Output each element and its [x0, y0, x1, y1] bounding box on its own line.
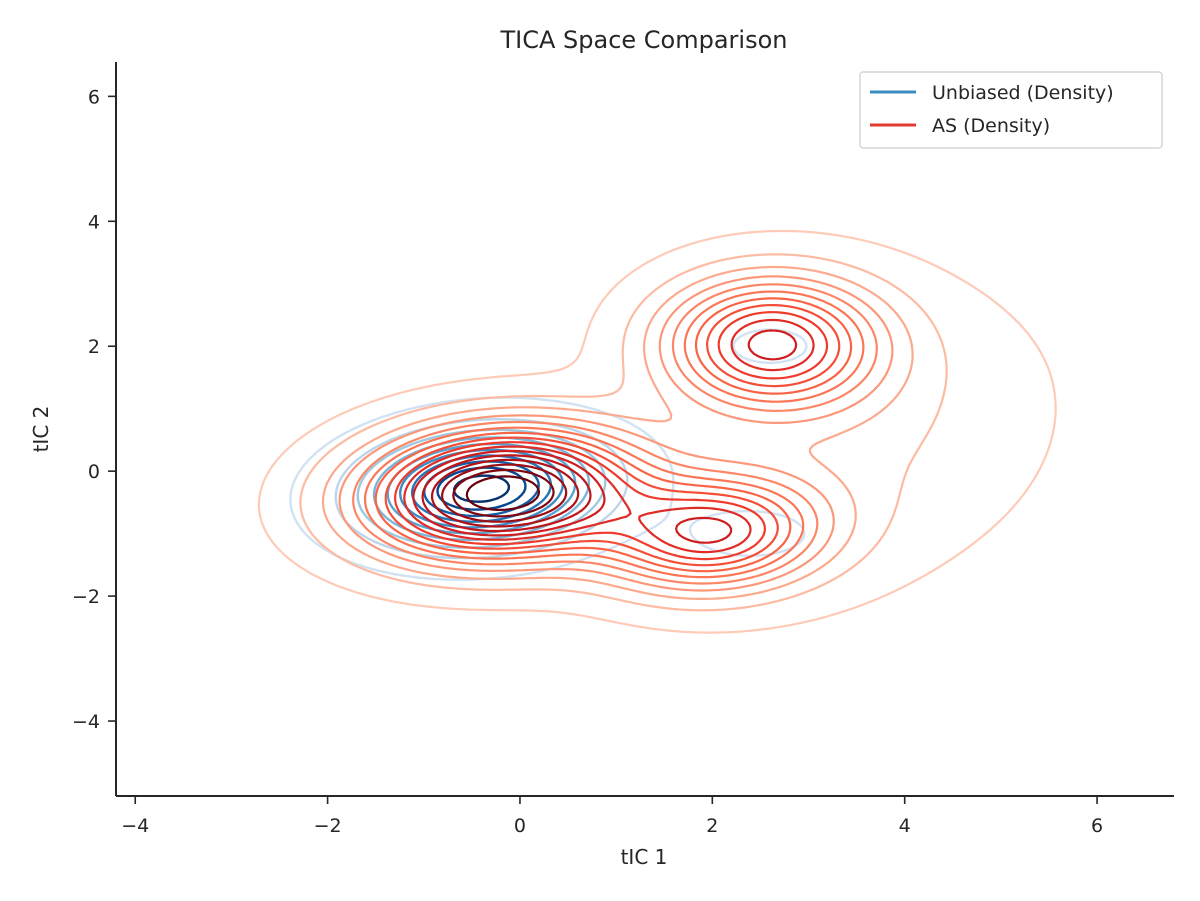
contour-level-line	[384, 304, 841, 567]
y-ticks: −4 −2 0 2 4 6	[72, 86, 116, 733]
contour-level-line	[374, 297, 853, 573]
contour-level-line	[352, 283, 878, 585]
contour-series-as	[257, 229, 1057, 634]
contour-level-line	[394, 311, 829, 561]
contour-level-line	[421, 454, 592, 533]
legend-frame	[859, 71, 1163, 149]
x-tick-label: −4	[121, 815, 149, 837]
y-tick-label: 4	[88, 211, 100, 233]
contour-level-line	[412, 329, 798, 544]
contour-level-line	[321, 265, 914, 600]
legend-label-unbiased: Unbiased (Density)	[932, 82, 1114, 104]
y-tick-label: −4	[72, 711, 100, 733]
contour-level-line	[399, 448, 564, 529]
x-tick-label: −2	[314, 815, 342, 837]
chart-title: TICA Space Comparison	[499, 26, 787, 54]
y-axis-label: tIC 2	[29, 406, 53, 453]
contour-area	[257, 229, 1057, 634]
y-tick-label: 2	[88, 336, 100, 358]
y-tick-label: 6	[88, 86, 100, 108]
x-tick-label: 6	[1091, 815, 1103, 837]
legend-label-as: AS (Density)	[932, 115, 1050, 137]
legend: Unbiased (Density) AS (Density)	[859, 71, 1163, 149]
contour-level-line	[257, 229, 1057, 634]
x-tick-label: 2	[706, 815, 718, 837]
contour-level-line	[452, 468, 555, 518]
contour-level-line	[338, 275, 894, 592]
contour-level-line	[431, 458, 580, 528]
contour-level-line	[465, 475, 541, 511]
y-tick-label: 0	[88, 461, 100, 483]
x-tick-label: 4	[899, 815, 911, 837]
x-tick-label: 0	[514, 815, 526, 837]
contour-level-line	[299, 253, 948, 612]
contour-level-line	[441, 463, 568, 523]
contour-level-line	[363, 290, 865, 579]
x-ticks: −4 −2 0 2 4 6	[121, 796, 1103, 837]
x-axis-label: tIC 1	[621, 845, 668, 869]
axes	[115, 62, 1174, 797]
contour-level-line	[403, 318, 815, 554]
y-tick-label: −2	[72, 586, 100, 608]
